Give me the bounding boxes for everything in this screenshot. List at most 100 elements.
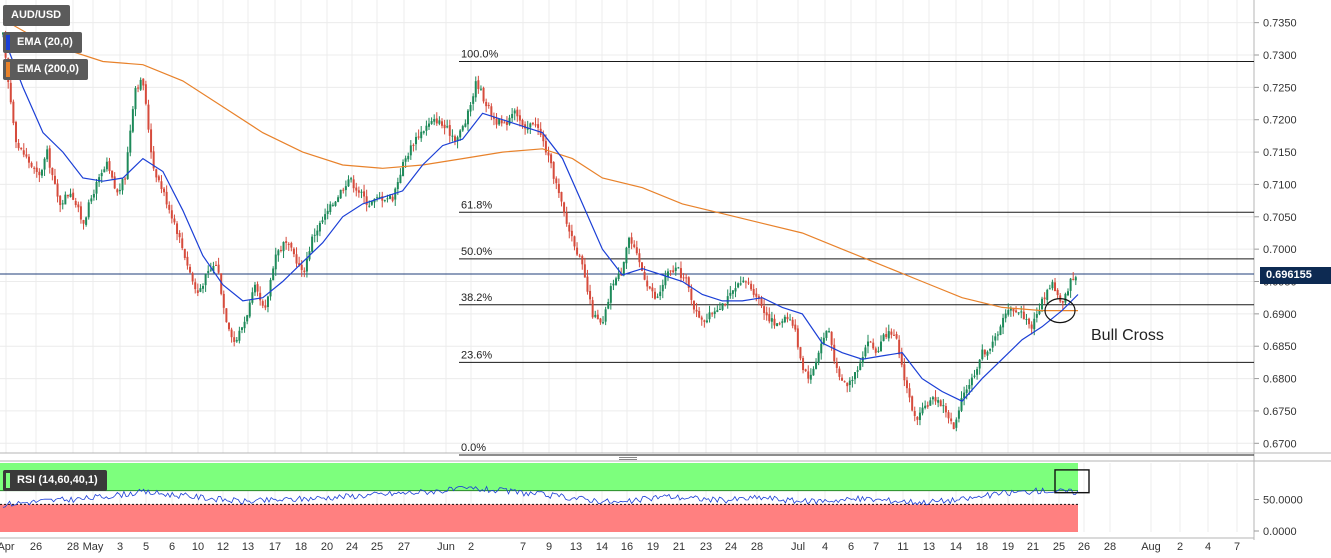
y-tick-label: 0.6900 [1263,309,1297,321]
candle-body [269,279,272,297]
candle-body [666,271,669,277]
current-price-tag: 0.696155 [1260,267,1331,284]
candle-body [230,329,233,338]
candle-body [1017,312,1020,314]
candle-body [217,264,220,273]
candle-body [602,322,605,324]
candle-body [633,244,636,248]
candle-body [321,220,324,223]
candle-body [173,218,176,223]
candle-body [802,358,805,371]
ema-fast-label: EMA (20,0) [17,36,73,48]
candle-body [563,202,566,213]
candle-body [498,118,501,125]
candle-body [225,308,228,323]
y-tick-label: 0.7150 [1263,147,1297,159]
candle-body [965,389,968,393]
candle-body [934,397,937,402]
ema-fast-badge[interactable]: EMA (20,0) [3,32,82,53]
candle-body [791,319,794,326]
symbol-label: AUD/USD [11,9,62,21]
candle-body [352,179,355,189]
pane-resize-handle[interactable] [619,456,637,462]
candle-body [692,300,695,310]
candle-body [744,281,747,283]
candle-body [851,379,854,381]
candle-body [705,320,708,323]
candle-body [921,407,924,414]
candle-body [622,261,625,276]
candle-body [378,196,381,199]
candle-body [59,195,62,206]
candle-body [731,290,734,294]
candle-body [957,410,960,419]
x-tick-label: 25 [1053,541,1065,553]
candle-body [750,283,753,290]
ema-slow-badge[interactable]: EMA (200,0) [3,59,88,80]
candle-body [1048,288,1051,290]
x-tick-label: 10 [192,541,204,553]
candle-body [253,284,256,293]
candle-body [144,84,147,104]
candle-body [630,237,633,244]
candle-body [87,202,90,218]
bull-cross-annotation: Bull Cross [1091,327,1164,344]
x-tick-label: 14 [596,541,608,553]
candle-body [508,117,511,125]
candle-body [531,122,534,125]
candle-body [1002,317,1005,328]
candle-body [165,191,168,205]
candle-body [986,351,989,356]
candle-body [298,263,301,266]
ema-slow-line [2,18,1078,312]
candle-body [376,197,379,199]
candle-body [918,412,921,421]
candle-body [900,353,903,365]
candle-body [869,341,872,343]
candle-body [186,256,189,266]
candle-body [355,187,358,191]
candle-body [38,171,41,176]
candle-body [648,286,651,289]
candle-body [557,183,560,194]
candle-body [209,269,212,271]
candle-body [929,400,932,406]
candle-body [12,101,15,124]
candle-body [1041,298,1044,310]
candle-body [599,318,602,323]
candle-body [440,121,443,126]
candle-body [1030,324,1033,329]
candle-body [838,368,841,377]
candle-body [947,412,950,419]
x-tick-label: 26 [1078,541,1090,553]
x-tick-label: 19 [647,541,659,553]
candle-body [344,186,347,191]
candle-body [887,331,890,339]
x-tick-label: Jun [437,541,455,553]
symbol-badge[interactable]: AUD/USD [3,5,71,26]
candle-body [703,320,706,322]
candle-body [612,283,615,286]
candle-body [576,247,579,255]
candle-body [674,267,677,271]
rsi-highlight-box [1054,469,1090,494]
x-tick-label: 11 [897,541,908,553]
candle-body [822,337,825,344]
candle-body [300,264,303,271]
candle-body [996,334,999,336]
ema-fast-swatch-icon [6,35,10,50]
rsi-badge[interactable]: RSI (14,60,40,1) [3,470,107,491]
candle-body [1067,291,1070,296]
candle-body [898,339,901,355]
candle-body [895,334,898,339]
candle-body [656,296,659,298]
candle-body [66,194,69,197]
candle-body [646,280,649,287]
candle-body [848,380,851,385]
ema-slow-label: EMA (200,0) [17,63,79,75]
candle-body [420,131,423,139]
candle-body [708,312,711,320]
candle-body [781,321,784,323]
x-tick-label: Apr [0,541,15,553]
